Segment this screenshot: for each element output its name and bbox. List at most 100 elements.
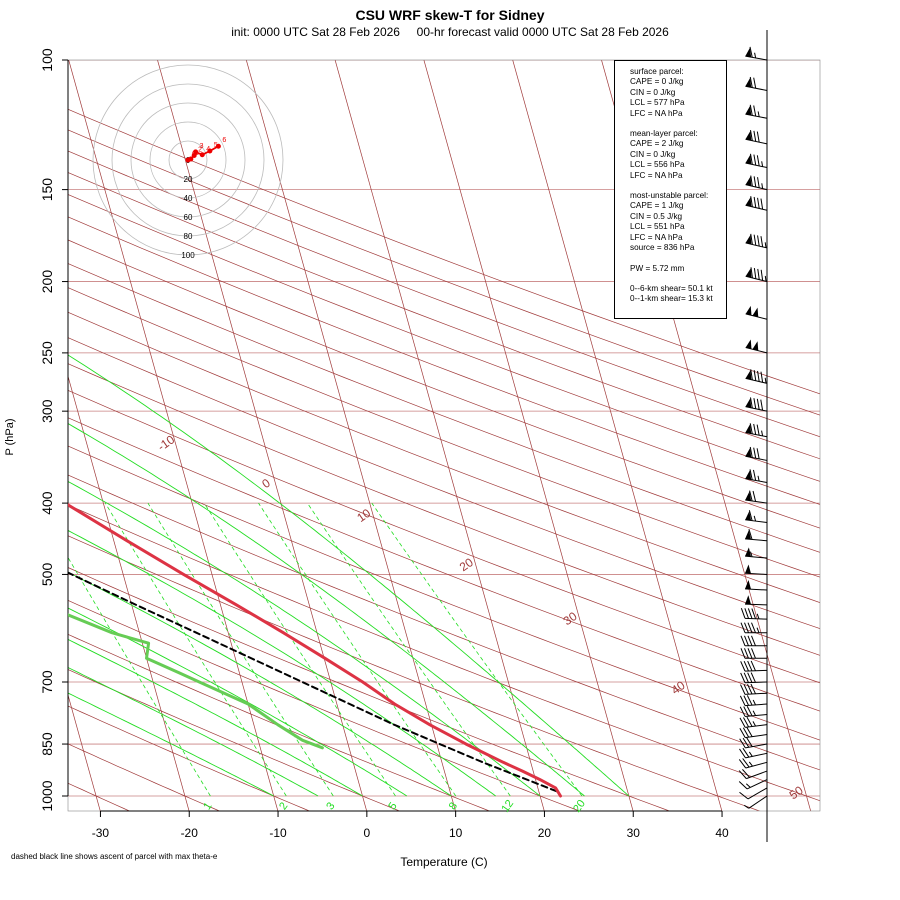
barb-flag <box>752 307 759 318</box>
barb-flag <box>745 424 752 434</box>
barb-full <box>740 661 746 672</box>
barb-full <box>744 608 749 619</box>
barb-staff <box>745 184 768 191</box>
barb-staff <box>745 113 768 119</box>
isotherm-line <box>423 60 634 811</box>
wind-barb <box>739 705 768 717</box>
barb-half <box>745 783 751 788</box>
wind-barb <box>745 580 768 591</box>
dry-adiabat-line <box>68 633 491 811</box>
dry-adiabat-line <box>68 108 820 395</box>
hodograph-ring-label: 100 <box>181 251 195 260</box>
barb-half <box>752 699 756 706</box>
barb-full <box>760 399 764 411</box>
barb-staff <box>745 55 768 61</box>
hodograph-point <box>215 143 221 149</box>
barb-staff <box>745 432 768 438</box>
x-tick-label: 40 <box>715 826 729 840</box>
surface-lfc: LFC = NA hPa <box>630 108 683 118</box>
shear-0-6km: 0--6-km shear= 50.1 kt <box>630 283 713 293</box>
barb-half <box>753 515 757 522</box>
wind-barb <box>745 76 768 91</box>
barb-full <box>740 635 746 646</box>
barb-full <box>749 469 753 480</box>
barb-full <box>748 510 753 521</box>
barb-full <box>751 648 756 659</box>
barb-half <box>764 275 767 282</box>
barb-half <box>757 475 760 482</box>
barb-full <box>750 233 753 245</box>
wind-barb <box>745 175 768 191</box>
mixing-ratio-line <box>147 502 334 797</box>
mixing-ratio-line <box>258 502 457 797</box>
barb-staff <box>745 724 768 728</box>
mixing-ratio-label: 8 <box>447 800 460 812</box>
barb-full <box>756 131 760 143</box>
barb-flag <box>745 491 752 501</box>
barb-flag <box>745 305 752 316</box>
barb-staff <box>746 770 768 780</box>
most-unstable-cin: CIN = 0.5 J/kg <box>630 211 683 221</box>
barb-full <box>753 268 757 279</box>
dry-adiabat-line <box>68 194 820 482</box>
barb-staff <box>745 572 768 575</box>
barb-full <box>752 469 757 481</box>
precipitable-water: PW = 5.72 mm <box>630 263 685 273</box>
moist-adiabat-line <box>68 529 496 797</box>
barb-half <box>764 377 767 384</box>
mixing-ratio-label: 1 <box>201 800 214 812</box>
barb-full <box>747 684 753 695</box>
moist-adiabat-line <box>68 638 363 797</box>
barb-flag <box>745 234 752 245</box>
barb-full <box>753 176 757 188</box>
wind-barb <box>745 153 768 169</box>
barb-full <box>747 660 753 672</box>
barb-full <box>746 716 753 727</box>
barb-full <box>739 706 746 717</box>
y-tick-label: 1000 <box>39 780 55 811</box>
most-unstable-lfc: LFC = NA hPa <box>630 232 683 242</box>
barb-staff <box>744 603 768 606</box>
barb-staff <box>745 743 768 749</box>
y-tick-label: 850 <box>39 732 55 756</box>
barb-full <box>742 769 750 778</box>
moist-adiabat-line <box>68 354 630 797</box>
barb-full <box>760 198 764 210</box>
barb-full <box>742 737 750 748</box>
barb-full <box>757 177 760 188</box>
isotherm-line <box>512 60 723 811</box>
wind-barb <box>739 787 768 800</box>
barb-full <box>750 267 753 278</box>
most-unstable-source: source = 836 hPa <box>630 243 695 253</box>
barb-full <box>747 672 753 683</box>
dry-adiabat-line <box>68 172 820 460</box>
dry-adiabat-line <box>68 287 820 578</box>
barb-full <box>757 197 760 209</box>
barb-staff <box>745 555 768 559</box>
wind-barb <box>745 305 768 320</box>
y-tick-label: 400 <box>39 491 55 515</box>
mean-layer-lcl: LCL = 556 hPa <box>630 160 685 170</box>
dry-adiabat-line <box>68 417 820 712</box>
barb-full <box>750 153 753 165</box>
barb-flag <box>745 339 752 350</box>
hodograph-ring <box>111 83 265 237</box>
barb-half <box>750 551 753 557</box>
isotherm-label: -10 <box>155 432 178 454</box>
wind-barb <box>745 196 768 211</box>
barb-full <box>753 196 757 208</box>
grid-layer <box>68 60 820 811</box>
isotherm-label: 50 <box>787 783 806 802</box>
isotherm-label: 30 <box>561 609 580 628</box>
hodograph: 0204060801000123456 <box>92 64 284 260</box>
wind-barb <box>740 635 767 647</box>
mean-layer-cape: CAPE = 2 J/kg <box>630 139 684 149</box>
barb-full <box>739 727 746 738</box>
barb-half <box>744 804 750 809</box>
barb-full <box>760 371 764 383</box>
barb-staff <box>745 752 768 759</box>
barb-full <box>743 706 750 717</box>
barb-half <box>761 430 764 436</box>
hodograph-ring <box>130 102 246 218</box>
wind-barb <box>745 369 768 384</box>
